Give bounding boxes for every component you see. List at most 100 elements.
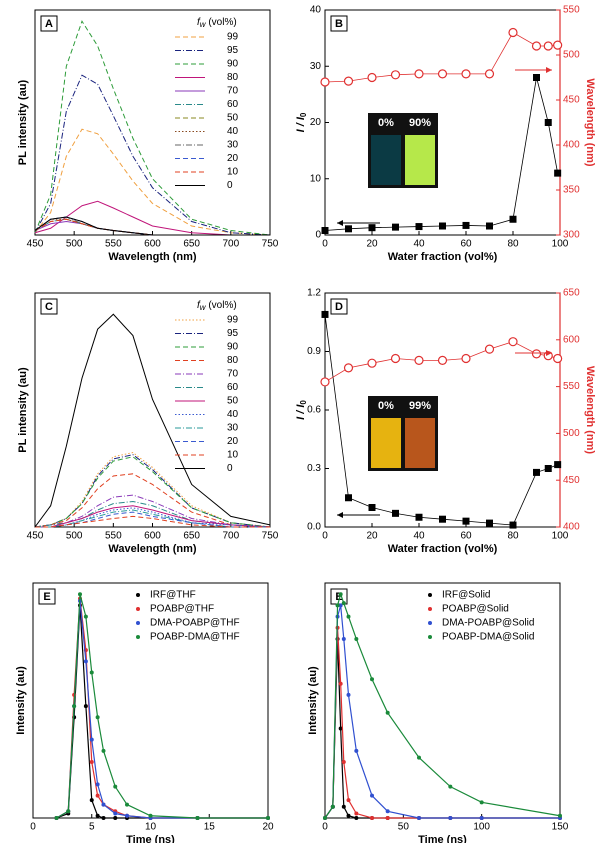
data-point bbox=[368, 504, 376, 511]
data-point bbox=[370, 677, 374, 682]
data-point bbox=[346, 813, 351, 818]
series-line bbox=[34, 494, 271, 528]
data-point bbox=[95, 793, 100, 798]
panel-label-box bbox=[40, 15, 58, 32]
series-line bbox=[324, 314, 558, 526]
text-part: I / I bbox=[295, 116, 307, 132]
y2-tick-label: 500 bbox=[563, 428, 580, 439]
data-point bbox=[544, 119, 552, 126]
data-point bbox=[354, 811, 359, 816]
legend-swatch bbox=[428, 621, 432, 625]
x-tick-label: 100 bbox=[552, 239, 569, 250]
data-point bbox=[368, 224, 376, 232]
legend-label: 60 bbox=[227, 382, 239, 393]
inset-label: 99% bbox=[409, 400, 431, 412]
legend-swatch bbox=[428, 593, 432, 597]
data-point bbox=[414, 355, 424, 365]
data-point bbox=[78, 592, 82, 597]
plot-frame bbox=[324, 9, 561, 236]
vial bbox=[405, 135, 435, 185]
x-tick-label: 150 bbox=[552, 822, 569, 833]
y2-axis-label: Wavelength (nm) bbox=[584, 366, 596, 455]
series-line bbox=[34, 74, 271, 236]
data-point bbox=[533, 468, 540, 476]
x-tick-label: 700 bbox=[222, 531, 239, 542]
legend-label: 95 bbox=[227, 45, 239, 56]
data-point bbox=[354, 816, 359, 820]
data-point bbox=[462, 517, 470, 525]
y2-tick-label: 550 bbox=[563, 381, 580, 392]
data-point bbox=[367, 72, 377, 83]
y-tick-label: 1.2 bbox=[307, 288, 321, 299]
data-point bbox=[89, 760, 94, 765]
y-tick-label: 40 bbox=[310, 5, 322, 16]
data-point bbox=[335, 603, 340, 608]
data-point bbox=[346, 798, 351, 803]
legend-swatch bbox=[428, 607, 432, 611]
y2-tick-label: 450 bbox=[563, 475, 580, 486]
x-tick-label: 650 bbox=[183, 531, 200, 542]
data-point bbox=[89, 737, 94, 742]
series-line bbox=[35, 505, 271, 528]
inset-label: 0% bbox=[378, 400, 394, 412]
data-point bbox=[448, 816, 453, 820]
panel-label: C bbox=[45, 301, 53, 313]
series-line bbox=[324, 638, 560, 819]
panel-label-box bbox=[330, 298, 348, 315]
y-axis-label: Intensity (au) bbox=[307, 666, 319, 735]
text-part: f bbox=[197, 17, 201, 28]
y-axis-label: PL intensity (au) bbox=[17, 79, 29, 165]
inset-label: 0% bbox=[378, 117, 394, 129]
x-tick-label: 600 bbox=[144, 531, 161, 542]
legend-swatch bbox=[136, 593, 140, 597]
y-tick-label: 0.6 bbox=[307, 405, 321, 416]
data-point bbox=[195, 816, 200, 820]
arrow-head bbox=[546, 67, 552, 73]
x-axis-label: Wavelength (nm) bbox=[108, 251, 197, 263]
legend-label: IRF@THF bbox=[150, 590, 196, 601]
x-tick-label: 500 bbox=[66, 531, 83, 542]
data-point bbox=[72, 704, 77, 709]
x-tick-label: 20 bbox=[366, 239, 378, 250]
series-line bbox=[34, 128, 271, 236]
data-point bbox=[417, 755, 421, 760]
data-point bbox=[370, 816, 374, 820]
x-axis-label: Wavelength (nm) bbox=[108, 543, 197, 555]
series-line bbox=[35, 515, 270, 528]
data-point bbox=[346, 614, 351, 619]
data-point bbox=[338, 592, 343, 597]
data-point bbox=[479, 800, 484, 805]
data-point bbox=[392, 509, 399, 517]
legend-label: 95 bbox=[227, 328, 239, 339]
data-point bbox=[439, 222, 446, 230]
data-point bbox=[341, 804, 346, 809]
legend-label: 20 bbox=[227, 153, 239, 164]
legend-label: 99 bbox=[227, 32, 239, 43]
x-tick-label: 10 bbox=[145, 822, 157, 833]
legend-label: 99 bbox=[227, 315, 239, 326]
x-tick-label: 60 bbox=[460, 239, 472, 250]
y-tick-label: 20 bbox=[310, 117, 322, 128]
data-point bbox=[439, 515, 446, 523]
plot-frame bbox=[324, 292, 561, 528]
legend-label: POABP@Solid bbox=[442, 604, 509, 615]
y2-tick-label: 550 bbox=[563, 5, 580, 16]
legend-label: 60 bbox=[227, 99, 239, 110]
series-line bbox=[34, 200, 270, 236]
data-point bbox=[509, 521, 517, 529]
data-point bbox=[415, 513, 423, 521]
text-part: Intensity (au) bbox=[15, 666, 27, 735]
series-line bbox=[34, 456, 271, 528]
series-line bbox=[35, 507, 271, 528]
x-tick-label: 40 bbox=[413, 531, 425, 542]
data-point bbox=[321, 227, 329, 234]
data-point bbox=[417, 816, 421, 820]
data-point bbox=[89, 670, 94, 675]
arrow-head bbox=[337, 220, 343, 226]
data-point bbox=[95, 782, 100, 787]
inset-label: 90% bbox=[409, 117, 431, 129]
x-axis-label: Water fraction (vol%) bbox=[388, 251, 498, 263]
data-point bbox=[125, 802, 129, 807]
legend-swatch bbox=[428, 635, 432, 639]
